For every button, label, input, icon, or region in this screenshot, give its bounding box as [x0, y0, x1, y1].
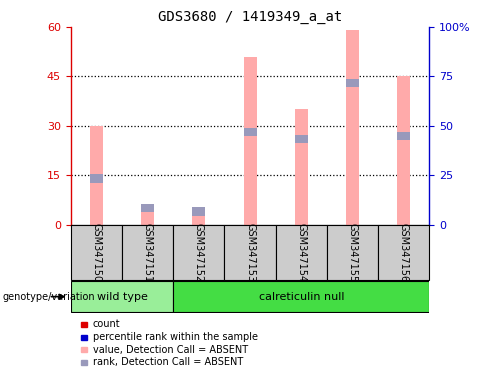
Bar: [173, 225, 224, 280]
Bar: [397, 132, 410, 140]
Text: GSM347155: GSM347155: [347, 223, 358, 282]
Text: wild type: wild type: [97, 291, 147, 302]
Text: value, Detection Call = ABSENT: value, Detection Call = ABSENT: [93, 345, 248, 355]
Bar: [327, 225, 378, 280]
Text: genotype/variation: genotype/variation: [2, 291, 95, 302]
Title: GDS3680 / 1419349_a_at: GDS3680 / 1419349_a_at: [158, 10, 342, 25]
Bar: [397, 76, 410, 225]
Text: GSM347154: GSM347154: [296, 223, 306, 282]
Text: rank, Detection Call = ABSENT: rank, Detection Call = ABSENT: [93, 358, 243, 367]
Bar: [71, 281, 173, 312]
Bar: [173, 281, 429, 312]
Bar: [244, 56, 257, 225]
Bar: [295, 135, 308, 143]
Bar: [141, 208, 154, 225]
Bar: [122, 225, 173, 280]
Bar: [192, 207, 205, 215]
Text: GSM347150: GSM347150: [91, 223, 102, 282]
Bar: [346, 30, 359, 225]
Bar: [295, 109, 308, 225]
Text: calreticulin null: calreticulin null: [259, 291, 344, 302]
Text: GSM347151: GSM347151: [142, 223, 153, 282]
Bar: [192, 212, 205, 225]
Bar: [276, 225, 327, 280]
Bar: [244, 128, 257, 136]
Bar: [71, 225, 122, 280]
Text: GSM347156: GSM347156: [399, 223, 409, 282]
Bar: [346, 79, 359, 87]
Bar: [90, 126, 103, 225]
Text: percentile rank within the sample: percentile rank within the sample: [93, 332, 258, 342]
Bar: [378, 225, 429, 280]
Text: GSM347153: GSM347153: [245, 223, 255, 282]
Bar: [224, 225, 276, 280]
Text: GSM347152: GSM347152: [194, 223, 204, 282]
Text: count: count: [93, 319, 121, 329]
Bar: [141, 204, 154, 212]
Bar: [90, 174, 103, 183]
